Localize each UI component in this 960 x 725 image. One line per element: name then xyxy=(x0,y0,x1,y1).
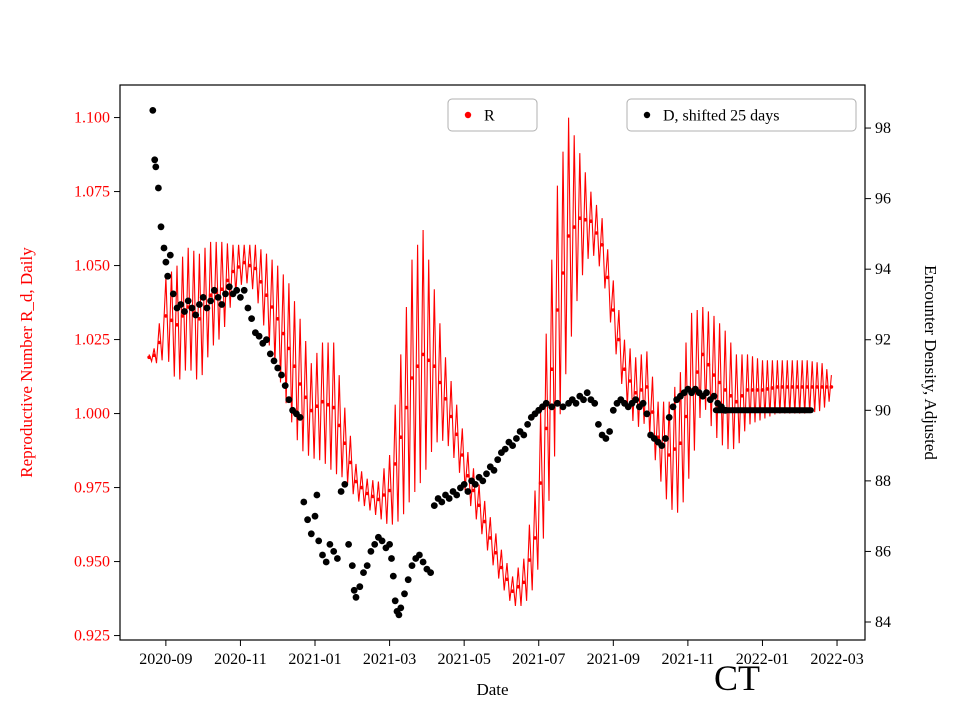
x-tick-label: 2020-09 xyxy=(139,651,192,668)
x-tick-label: 2020-11 xyxy=(214,651,267,668)
y-left-tick-label: 1.100 xyxy=(74,110,110,127)
legend-box xyxy=(626,98,857,132)
x-tick-label: 2022-01 xyxy=(736,651,789,668)
r-series-dots xyxy=(147,216,834,593)
y-left-tick-label: 0.925 xyxy=(74,628,110,645)
y-left-tick-label: 1.025 xyxy=(74,332,110,349)
state-annotation: CT xyxy=(714,658,760,698)
x-tick-label: 2021-03 xyxy=(363,651,416,668)
y-left-tick-label: 0.975 xyxy=(74,480,110,497)
y-right-tick-label: 98 xyxy=(875,120,891,137)
d-series xyxy=(149,107,814,619)
legend-marker-d xyxy=(643,111,651,119)
x-axis-title: Date xyxy=(476,680,508,699)
y-left-tick-label: 1.050 xyxy=(74,258,110,275)
r-series-line xyxy=(148,117,832,607)
legend-d: D, shifted 25 days xyxy=(626,98,857,132)
x-tick-label: 2021-01 xyxy=(288,651,341,668)
legend-label-d: D, shifted 25 days xyxy=(663,108,779,125)
x-tick-label: 2021-07 xyxy=(512,651,565,668)
y-left-tick-label: 0.950 xyxy=(74,554,110,571)
y-axis-left: 0.925 0.950 0.975 1.000 1.025 1.050 1.075 1.100… xyxy=(17,110,120,645)
legend-label-r: R xyxy=(484,108,495,125)
y-right-tick-label: 86 xyxy=(875,543,891,560)
x-tick-label: 2021-11 xyxy=(662,651,715,668)
y-left-tick-label: 1.000 xyxy=(74,406,110,423)
y-right-tick-label: 88 xyxy=(875,473,891,490)
y-right-tick-label: 84 xyxy=(875,614,891,631)
y-right-tick-label: 90 xyxy=(875,402,891,419)
y-right-tick-label: 92 xyxy=(875,332,891,349)
r-series xyxy=(147,117,834,607)
y-axis-right: 84 86 88 90 92 94 96 98 Encounter Density, Adjus… xyxy=(865,120,940,631)
y-right-axis-title: Encounter Density, Adjusted xyxy=(921,265,940,460)
y-right-tick-label: 96 xyxy=(875,191,891,208)
x-tick-label: 2021-05 xyxy=(437,651,490,668)
x-axis: 2020-09 2020-11 2021-01 2021-03 2021-05 2021-… xyxy=(139,640,864,699)
plot-frame xyxy=(119,84,866,641)
y-left-axis-title: Reproductive Number R_d, Daily xyxy=(17,247,36,478)
x-tick-label: 2022-03 xyxy=(810,651,863,668)
y-right-tick-label: 94 xyxy=(875,261,891,278)
legend-box xyxy=(447,98,538,132)
y-left-tick-label: 1.075 xyxy=(74,184,110,201)
legend-marker-r xyxy=(464,111,472,119)
x-tick-label: 2021-09 xyxy=(587,651,640,668)
legend-r: R xyxy=(447,98,538,132)
